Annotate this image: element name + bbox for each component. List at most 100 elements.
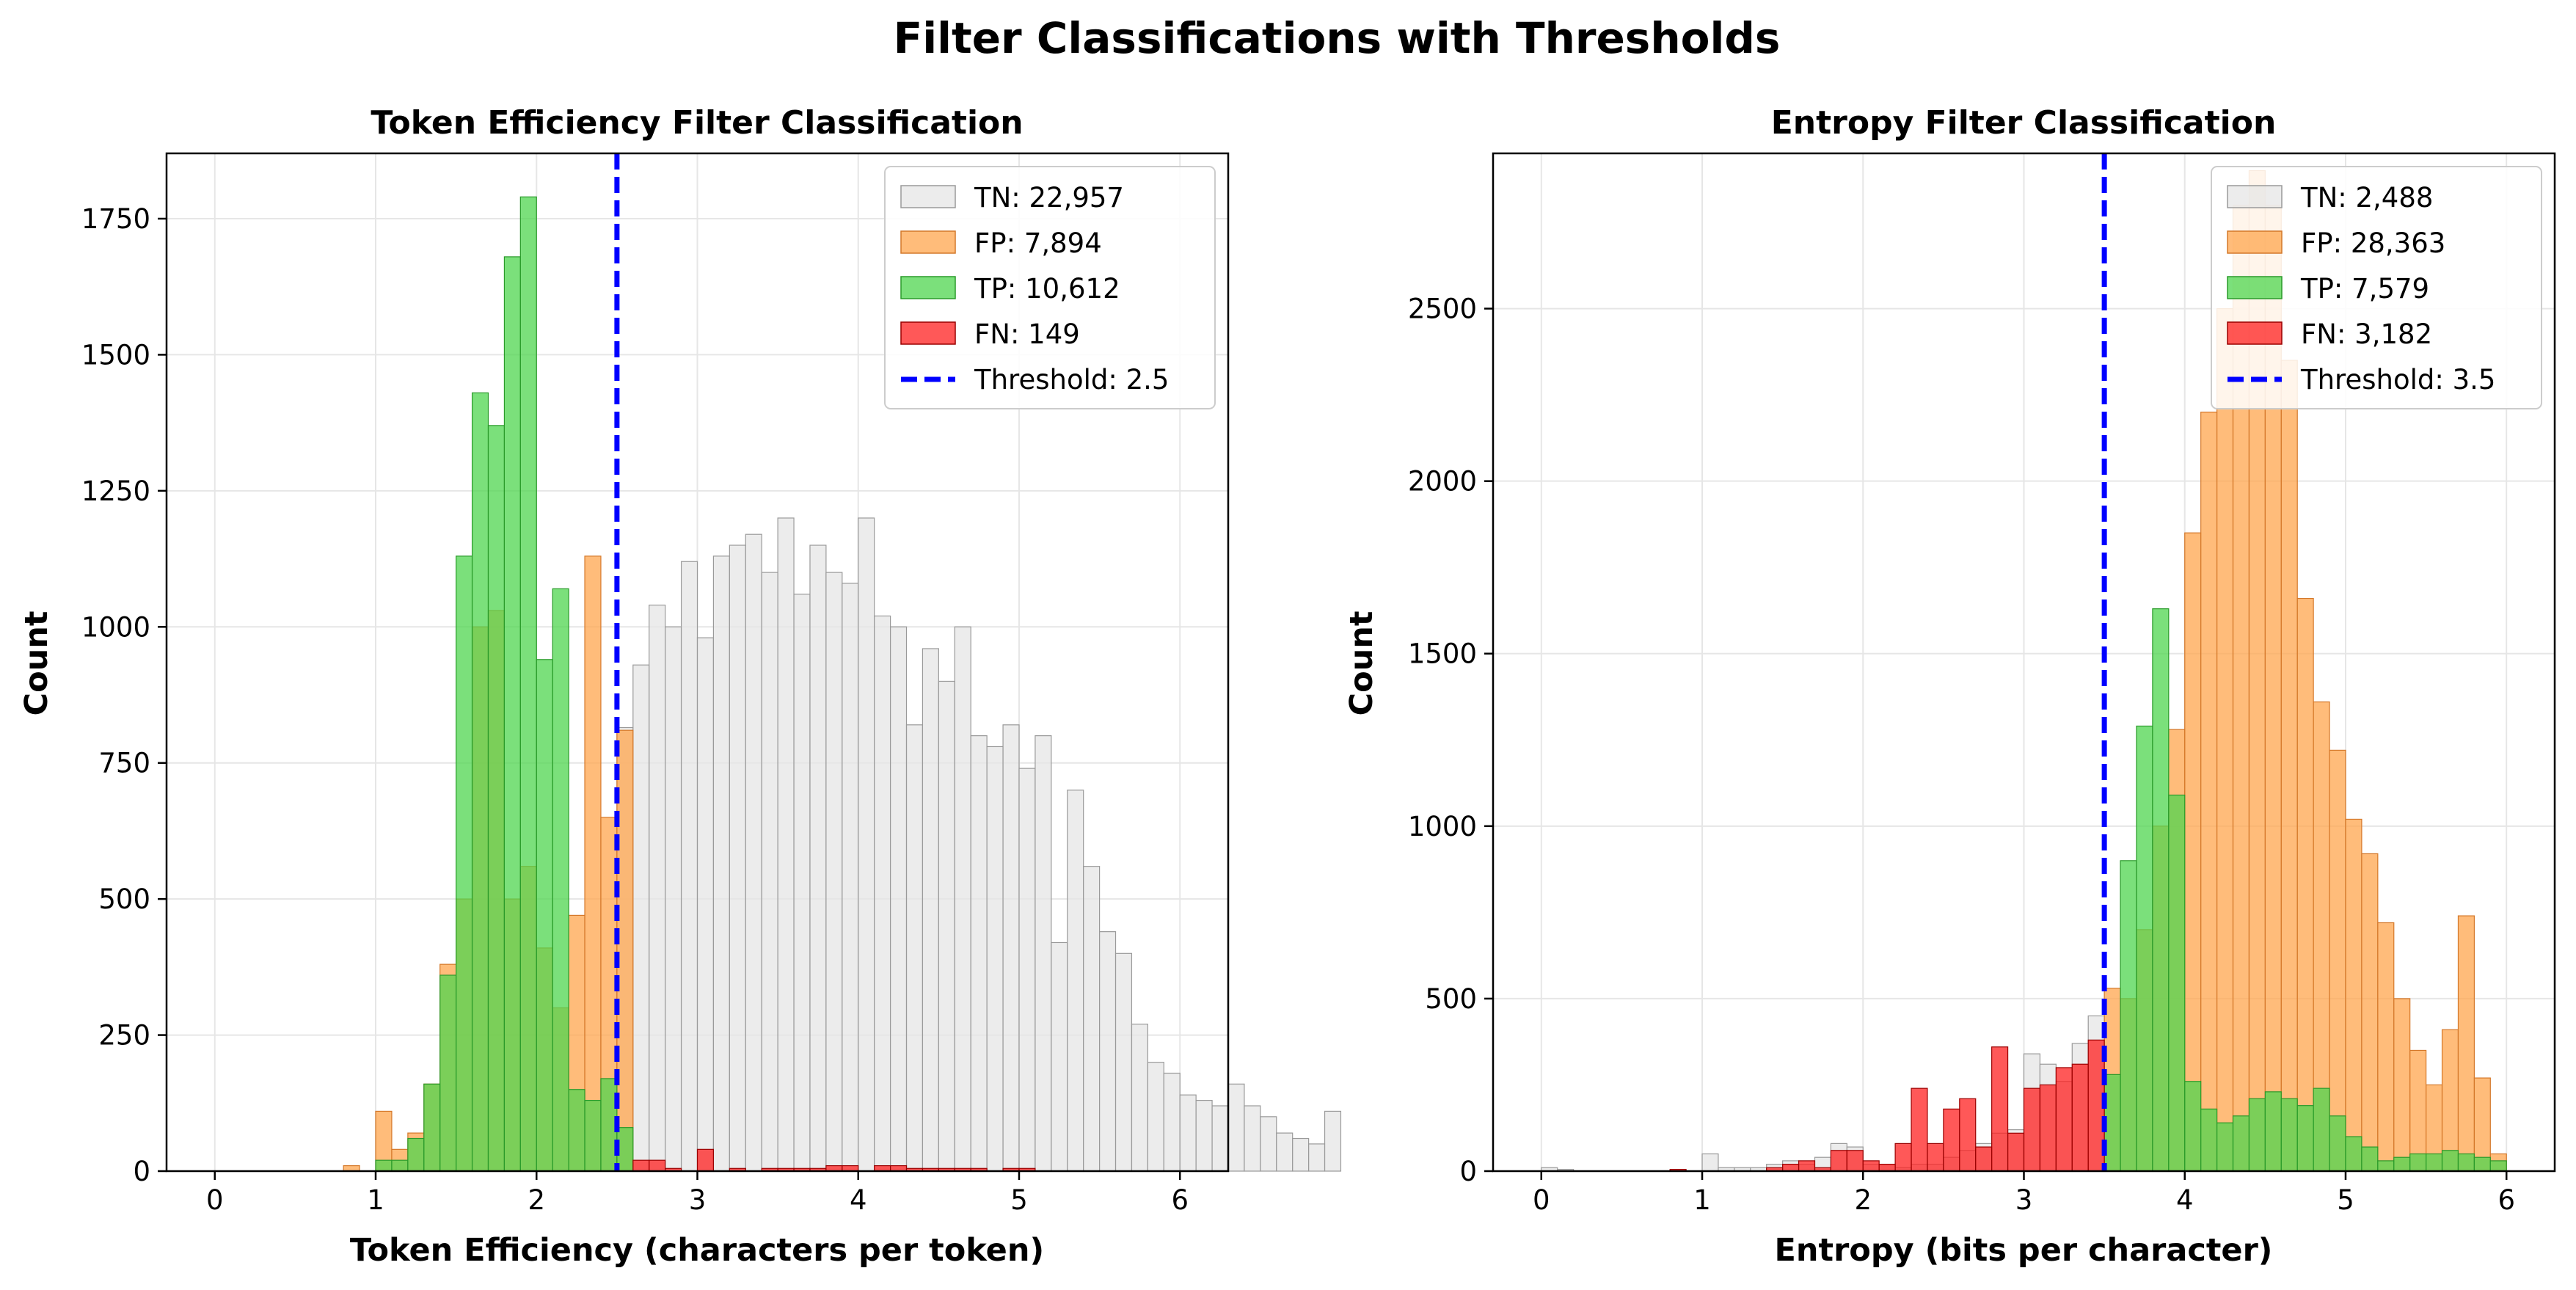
bar-tn [1163, 1072, 1181, 1172]
bar-tp [423, 1083, 441, 1172]
bar-tp [552, 588, 569, 1172]
bar-tn [970, 735, 988, 1172]
y-tick-label: 1000 [81, 611, 150, 643]
series-tp [2104, 608, 2507, 1172]
bar-tn [777, 517, 795, 1172]
bar-fn [696, 1148, 715, 1172]
bar-tp [503, 256, 521, 1172]
bar-fn [1798, 1160, 1816, 1172]
legend-label-tp: TP: 10,612 [974, 273, 1120, 305]
y-tick-label: 1500 [81, 339, 150, 371]
bar-tn [1035, 735, 1052, 1172]
x-tick-label: 4 [2176, 1184, 2194, 1216]
bar-fn [1878, 1163, 1896, 1172]
bar-tn [825, 572, 843, 1172]
panel-title: Entropy Filter Classification [1771, 104, 2277, 142]
bar-fn [2039, 1084, 2057, 1172]
bar-tp [2184, 1081, 2202, 1172]
ticks: 0 1 2 3 4 5 6 0 500 1000 1500 2000 2500 [1408, 294, 2515, 1216]
bar-tn [793, 594, 811, 1172]
bar-tn [1179, 1094, 1197, 1172]
bar-tp [2361, 1146, 2379, 1172]
bar-tp [584, 1099, 602, 1172]
bar-tp [487, 425, 506, 1172]
histogram-bars [343, 196, 1342, 1172]
y-axis-label: Count [18, 611, 55, 716]
bar-tn [729, 544, 746, 1172]
y-tick-label: 1000 [1408, 811, 1477, 842]
bar-tp [519, 196, 537, 1172]
bar-tp [2313, 1087, 2330, 1172]
bar-fp [2296, 597, 2314, 1172]
legend-label-fn: FN: 149 [974, 318, 1080, 350]
legend-swatch-tn [2227, 185, 2283, 208]
bar-tn [922, 648, 939, 1172]
bar-fn [632, 1159, 650, 1172]
legend-box [2211, 166, 2542, 409]
legend-swatch-fp [2227, 230, 2283, 254]
y-tick-label: 0 [133, 1156, 150, 1187]
bar-tn [842, 583, 859, 1172]
bar-tn [1276, 1132, 1294, 1172]
y-tick-label: 750 [98, 748, 150, 779]
x-tick-label: 2 [528, 1184, 545, 1216]
bar-tn [954, 626, 971, 1172]
bar-tp [2136, 725, 2153, 1172]
bar-tn [1147, 1062, 1164, 1172]
bar-tp [2393, 1156, 2411, 1172]
x-tick-label: 2 [1854, 1184, 1872, 1216]
bar-tp [456, 555, 473, 1172]
y-tick-label: 500 [1425, 983, 1477, 1015]
bar-tp [2200, 1108, 2218, 1172]
y-tick-label: 2500 [1408, 294, 1477, 325]
series-fn [1669, 1039, 2105, 1172]
bar-tp [2152, 608, 2170, 1172]
token-efficiency-panel: Token Efficiency Filter Classification T… [18, 104, 1342, 1269]
bar-tp [2473, 1156, 2491, 1172]
bar-fn [2055, 1067, 2073, 1172]
bar-tn [1114, 952, 1133, 1172]
bar-tn [1002, 724, 1020, 1172]
y-axis-label: Count [1343, 611, 1380, 716]
bar-tn [1099, 931, 1117, 1172]
bar-tn [889, 626, 908, 1172]
series-tn [616, 517, 1342, 1172]
bar-tn [649, 605, 666, 1172]
bar-tn [1083, 866, 1101, 1172]
ticks: 0 1 2 3 4 5 6 0 250 500 750 1000 1250 1500 1750 [81, 203, 1189, 1216]
bar-tn [1211, 1105, 1229, 1172]
legend-label-fn: FN: 3,182 [2301, 318, 2432, 350]
legend: TN: 22,957 FP: 7,894 TP: 10,612 FN: 149 Thre… [884, 166, 1216, 409]
bar-tp [471, 392, 489, 1172]
legend: TN: 2,488 FP: 28,363 TP: 7,579 FN: 3,182 Thr… [2211, 166, 2542, 409]
x-tick-label: 5 [1010, 1184, 1028, 1216]
legend-swatch-fn [2227, 321, 2283, 345]
x-tick-label: 1 [367, 1184, 384, 1216]
bar-tp [2426, 1153, 2443, 1172]
bar-tn [712, 555, 730, 1172]
legend-label-threshold: Threshold: 3.5 [2300, 364, 2495, 396]
bar-fp [2409, 1049, 2427, 1172]
bar-tp [2120, 860, 2137, 1172]
bar-tn [1701, 1153, 1719, 1172]
bar-tn [1308, 1143, 1326, 1172]
bar-tp [2409, 1153, 2427, 1172]
bar-tn [1227, 1083, 1245, 1172]
bar-tp [2280, 1098, 2298, 1172]
legend-label-tn: TN: 2,488 [2300, 182, 2433, 214]
x-tick-label: 3 [689, 1184, 707, 1216]
bar-fn [2007, 1132, 2025, 1172]
bar-fn [2071, 1063, 2089, 1172]
bar-fp [2216, 307, 2234, 1172]
legend-label-fp: FP: 28,363 [2301, 227, 2445, 259]
bar-tn [809, 544, 827, 1172]
legend-label-fp: FP: 7,894 [974, 227, 1102, 259]
bar-tp [375, 1159, 393, 1172]
x-tick-label: 0 [206, 1184, 224, 1216]
legend-swatch-fn [900, 321, 956, 345]
bar-tn [1324, 1110, 1342, 1172]
bar-tp [2345, 1136, 2362, 1172]
bar-fp [2457, 915, 2475, 1172]
x-tick-label: 6 [2497, 1184, 2515, 1216]
